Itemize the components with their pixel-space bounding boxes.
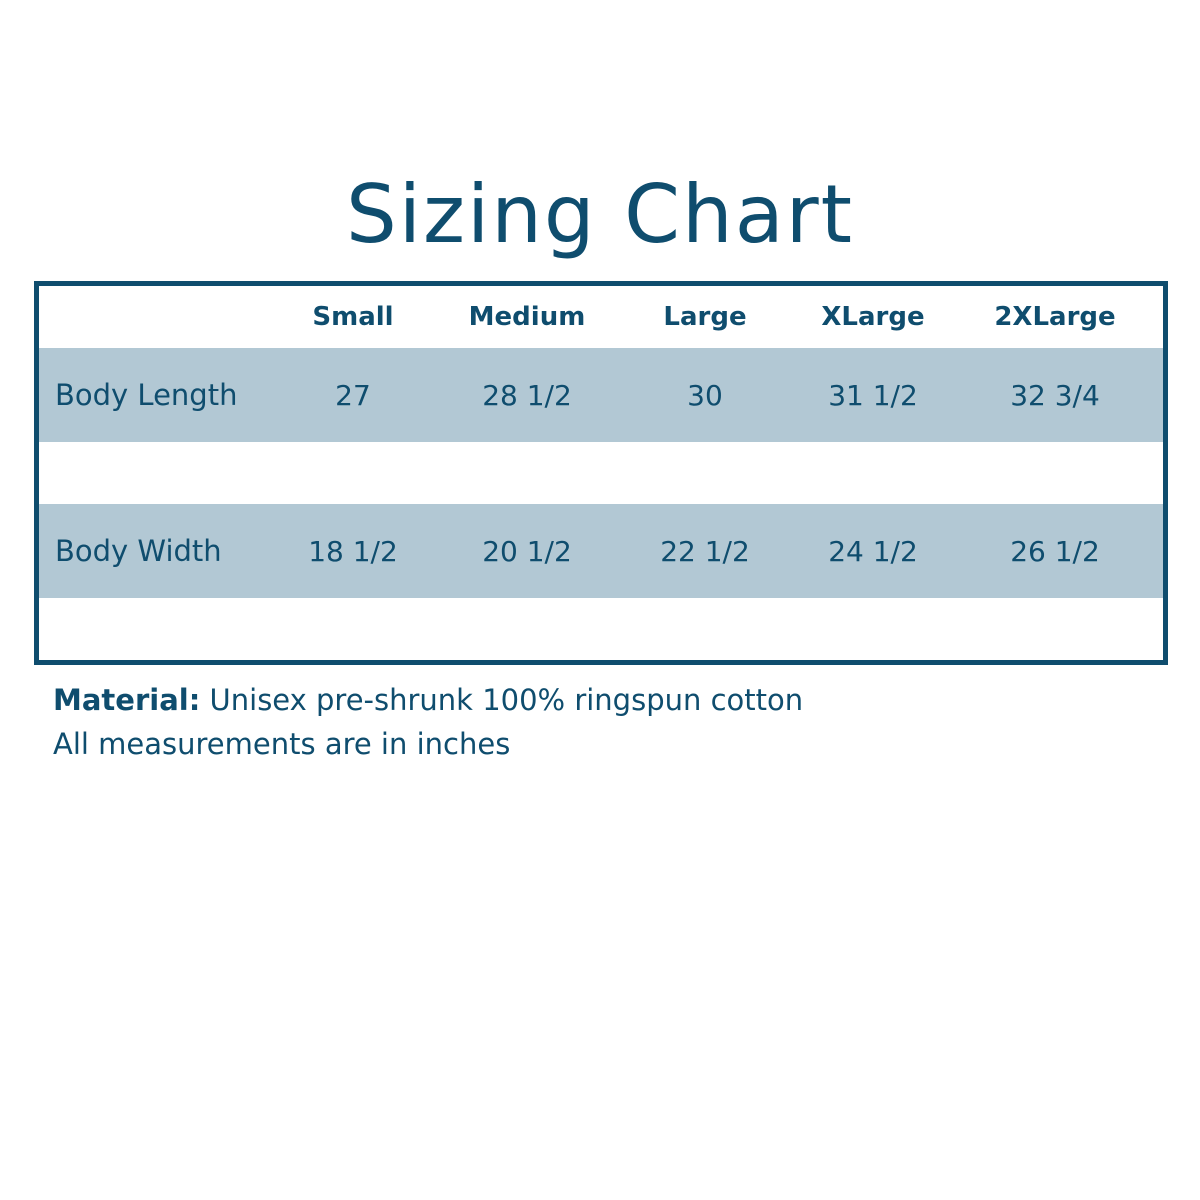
table-cell: 28 1/2 <box>482 378 572 412</box>
notes: Material: Unisex pre-shrunk 100% ringspu… <box>53 678 803 766</box>
table-header-row: Small Medium Large XLarge 2XLarge <box>39 286 1163 348</box>
table-cell: 20 1/2 <box>482 534 572 568</box>
table-cell: 18 1/2 <box>308 534 398 568</box>
column-header: Large <box>663 302 747 332</box>
table-cell: 31 1/2 <box>828 378 918 412</box>
units-note: All measurements are in inches <box>53 727 511 761</box>
row-label: Body Length <box>55 378 238 412</box>
material-value: Unisex pre-shrunk 100% ringspun cotton <box>200 683 804 717</box>
page-title: Sizing Chart <box>346 168 854 261</box>
table-cell: 22 1/2 <box>660 534 750 568</box>
material-note: Material: Unisex pre-shrunk 100% ringspu… <box>53 678 803 722</box>
table-cell: 26 1/2 <box>1010 534 1100 568</box>
table-row: Body Length 27 28 1/2 30 31 1/2 32 3/4 <box>39 348 1163 442</box>
column-header: 2XLarge <box>994 302 1116 332</box>
table-cell: 24 1/2 <box>828 534 918 568</box>
table-cell: 30 <box>687 378 723 412</box>
table-cell: 27 <box>335 378 371 412</box>
table-row: Body Width 18 1/2 20 1/2 22 1/2 24 1/2 2… <box>39 504 1163 598</box>
table-cell: 32 3/4 <box>1010 378 1100 412</box>
row-label: Body Width <box>55 534 222 568</box>
column-header: Medium <box>468 302 586 332</box>
column-header: Small <box>312 302 394 332</box>
sizing-table: Small Medium Large XLarge 2XLarge Body L… <box>34 281 1168 665</box>
column-header: XLarge <box>821 302 925 332</box>
material-label: Material: <box>53 683 201 717</box>
